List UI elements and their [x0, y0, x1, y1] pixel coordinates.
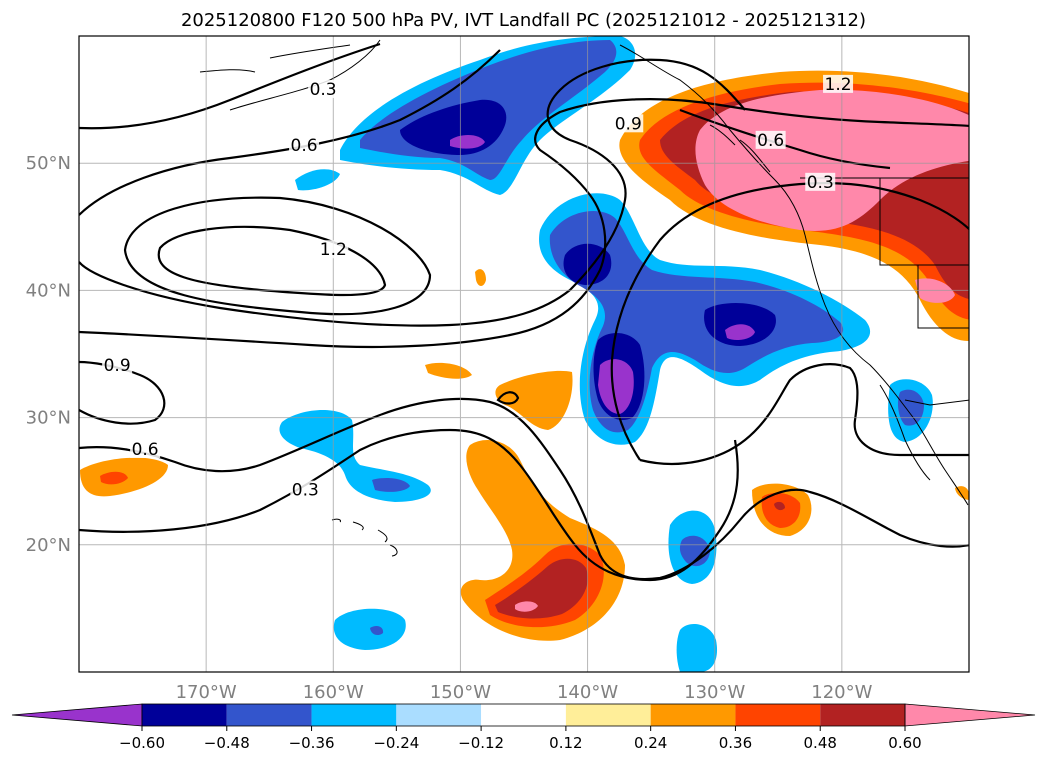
contour-label: 0.3 — [292, 481, 319, 501]
colorbar-tick-label: −0.36 — [289, 734, 335, 752]
colorbar-tick-label: 0.60 — [888, 734, 921, 752]
colorbar-segment — [565, 704, 651, 726]
longitude-tick-labels: 170°W 160°W 150°W 140°W 130°W 120°W — [176, 682, 873, 703]
contour-label: 0.6 — [291, 136, 318, 156]
field-positive-sw-2 — [100, 471, 128, 485]
contour-label: 0.9 — [615, 114, 642, 134]
contour-label-bg — [613, 114, 644, 133]
colorbar-segment — [820, 704, 905, 726]
colorbar-frame — [141, 703, 906, 727]
contour-9 — [79, 428, 739, 582]
colorbar-segment — [142, 704, 227, 726]
lon-tick-label: 170°W — [176, 682, 237, 703]
coast-bc-islands — [709, 124, 771, 173]
colorbar-tick-label: 0.48 — [804, 734, 837, 752]
field-positive-se-3 — [774, 501, 785, 511]
contour-10 — [610, 182, 969, 461]
contour-label-bg — [755, 130, 786, 149]
coast-hawaii — [331, 518, 398, 557]
lon-tick-label: 130°W — [684, 682, 745, 703]
contour-11 — [639, 363, 969, 466]
contour-3 — [157, 225, 387, 297]
field-negative-south-1 — [333, 608, 406, 650]
field-positive-mid — [495, 370, 573, 430]
contour-label: 1.2 — [320, 240, 347, 260]
contour-label-bg — [290, 480, 321, 499]
contour-label-bg — [130, 439, 161, 458]
field-negative-south-1b — [370, 625, 384, 636]
field-positive-small-2 — [475, 269, 486, 286]
contour-label-bg — [805, 172, 836, 191]
colorbar-segment — [396, 704, 482, 726]
contour-label-bg — [289, 135, 320, 154]
colorbar-segment — [226, 704, 312, 726]
contour-label: 0.9 — [104, 356, 131, 376]
contour-label: 0.6 — [757, 131, 784, 151]
contour-12 — [679, 108, 891, 170]
colorbar-extend-low — [11, 703, 143, 727]
contour-4 — [123, 196, 432, 316]
colorbar-tick-label: 0.12 — [549, 734, 582, 752]
field-negative-hawaii-2 — [372, 478, 410, 492]
field-positive-se-2 — [761, 492, 801, 528]
field-negative-south-2b — [679, 535, 710, 567]
lat-tick-label: 40°N — [26, 280, 71, 301]
contour-8 — [79, 397, 969, 581]
border-us-mexico — [904, 399, 969, 406]
lon-tick-label: 160°W — [303, 682, 364, 703]
coastlines — [199, 39, 969, 557]
field-negative-central-5 — [725, 324, 755, 340]
contour-labels: 0.3 0.6 1.2 0.9 0.6 0.3 0.9 1.2 0.6 0.3 — [102, 74, 854, 501]
shaded-fields — [80, 36, 969, 672]
contour-label: 0.3 — [807, 173, 834, 193]
latitude-tick-labels: 20°N 30°N 40°N 50°N — [26, 153, 71, 556]
colorbar-segment — [311, 704, 397, 726]
contour-label-bg — [318, 240, 349, 259]
contour-label: 1.2 — [825, 75, 852, 95]
coast-baja — [879, 384, 931, 481]
contour-1 — [79, 42, 381, 130]
colorbar-segment — [735, 704, 821, 726]
lat-tick-label: 20°N — [26, 535, 71, 556]
contour-lines — [79, 42, 969, 582]
contour-5 — [79, 58, 746, 327]
field-negative-nw-4 — [450, 134, 485, 149]
lat-tick-label: 50°N — [26, 153, 71, 174]
field-negative-central-7 — [598, 359, 634, 414]
field-positive-central-s-4 — [515, 601, 538, 612]
contour-label: 0.6 — [132, 440, 159, 460]
field-negative-small-1 — [295, 169, 340, 191]
colorbar-segment — [481, 704, 566, 726]
colorbar-tick-label: −0.48 — [204, 734, 250, 752]
lat-tick-label: 30°N — [26, 408, 71, 429]
map-title: 2025120800 F120 500 hPa PV, IVT Landfall… — [180, 10, 867, 31]
contour-label-bg — [308, 79, 339, 98]
field-negative-south-3 — [676, 624, 718, 672]
colorbar-segment — [650, 704, 736, 726]
colorbar-tick-label: −0.24 — [373, 734, 419, 752]
lon-tick-label: 120°W — [811, 682, 872, 703]
colorbar-tick-label: 0.24 — [634, 734, 667, 752]
colorbar-tick-label: −0.12 — [458, 734, 504, 752]
colorbar-tick-label: −0.60 — [119, 734, 165, 752]
contour-label-bg — [823, 74, 854, 93]
field-negative-socal-2 — [897, 389, 924, 426]
field-positive-ne-4 — [695, 89, 969, 231]
colorbar-extend-high — [904, 703, 1036, 727]
contour-label: 0.3 — [310, 80, 337, 100]
map-frame — [78, 35, 970, 673]
map-area: 0.3 0.6 1.2 0.9 0.6 0.3 0.9 1.2 0.6 0.3 — [79, 36, 969, 672]
gridlines — [79, 36, 969, 672]
contour-13 — [496, 391, 520, 405]
coast-alaska-panhandle — [619, 44, 806, 236]
colorbar: −0.60 −0.48 −0.36 −0.24 −0.12 0.12 0.24 0.36 0.4… — [11, 703, 1036, 752]
lon-tick-label: 140°W — [557, 682, 618, 703]
coast-west-us — [804, 234, 969, 506]
contour-label-bg — [102, 355, 133, 374]
colorbar-tick-label: 0.36 — [719, 734, 752, 752]
lon-tick-label: 150°W — [430, 682, 491, 703]
border-us-states — [879, 178, 969, 329]
